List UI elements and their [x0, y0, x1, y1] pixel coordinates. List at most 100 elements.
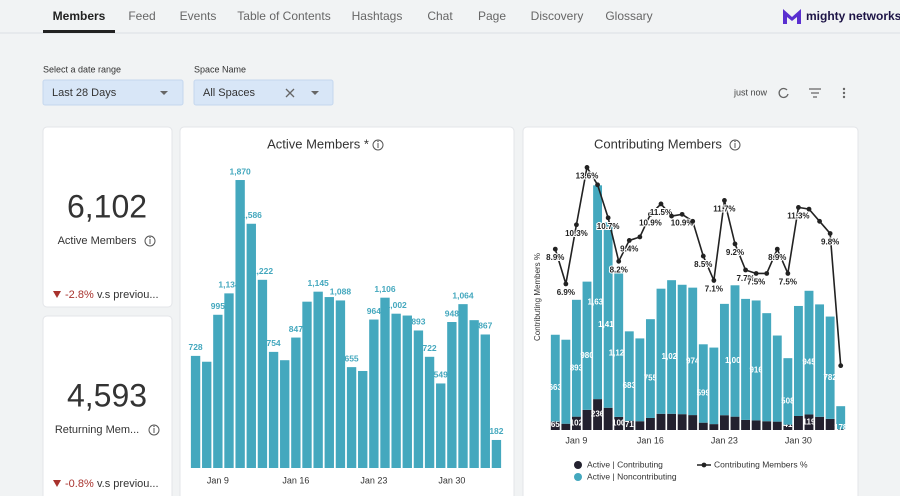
line-point — [605, 215, 611, 221]
kpi-comparison: v.s previou... — [97, 289, 159, 301]
data-label: 236 — [591, 410, 605, 419]
data-label: 8.9% — [768, 253, 786, 262]
x-tick-label: Jan 23 — [711, 435, 738, 445]
tab[interactable]: Chat — [427, 9, 453, 23]
bar-segment — [783, 424, 793, 430]
x-tick-label: Jan 9 — [565, 435, 587, 445]
bar-segment — [719, 415, 729, 430]
line-point — [563, 281, 569, 287]
dropdown[interactable] — [193, 79, 334, 106]
tab[interactable]: Hashtags — [352, 9, 403, 23]
more-icon[interactable] — [842, 87, 846, 99]
bar — [491, 439, 502, 468]
line-point — [817, 218, 822, 224]
data-label: 8.5% — [694, 260, 712, 269]
dropdown-value: All Spaces — [203, 87, 255, 99]
line-point — [774, 246, 780, 252]
data-label: 948 — [445, 308, 459, 318]
x-tick-label: Jan 16 — [282, 475, 309, 485]
data-label: 995 — [211, 301, 225, 311]
dropdown[interactable] — [42, 79, 184, 106]
data-label: 847 — [289, 324, 303, 334]
x-tick-label: Jan 23 — [360, 475, 387, 485]
clear-icon[interactable] — [285, 88, 295, 98]
dropdown-value: Last 28 Days — [52, 87, 117, 99]
bar-segment — [614, 270, 624, 417]
data-label: 8.2% — [610, 265, 628, 274]
bar-segment — [793, 305, 803, 416]
caret — [160, 91, 168, 95]
info-icon[interactable] — [729, 139, 741, 151]
bar-segment — [593, 185, 603, 400]
refresh-icon[interactable] — [778, 87, 789, 99]
kpi-label: Returning Mem... — [55, 424, 139, 436]
data-label: 754 — [266, 338, 280, 348]
data-label: 10.9% — [671, 218, 694, 227]
data-label: 8.9% — [546, 253, 564, 262]
legend-label: Active | Noncontributing — [587, 471, 677, 481]
bar-segment — [677, 414, 687, 430]
line-point — [827, 231, 833, 236]
data-label: 11.5% — [650, 208, 672, 217]
tab[interactable]: Table of Contents — [237, 9, 330, 23]
legend-label: Active | Contributing — [587, 459, 663, 469]
tab[interactable]: Glossary — [605, 9, 652, 23]
data-label: 7.5% — [779, 278, 797, 287]
data-label: 980 — [580, 351, 594, 360]
bar — [268, 351, 279, 468]
kpi-change: -2.8% — [65, 289, 94, 301]
line-point — [700, 253, 706, 259]
bar — [291, 337, 301, 468]
bar-segment — [624, 420, 634, 430]
refresh-time: just now — [733, 87, 768, 97]
bar — [424, 356, 435, 468]
bar-segment — [709, 424, 719, 430]
bar-segment — [550, 421, 560, 430]
bar-segment — [772, 421, 782, 430]
line-point — [616, 258, 622, 264]
legend-swatch — [574, 461, 582, 469]
kpi-value: 4,593 — [67, 377, 147, 413]
line-point — [764, 271, 770, 276]
tab[interactable]: Feed — [128, 9, 155, 23]
bar — [190, 355, 201, 468]
line-point — [595, 182, 600, 188]
line-point — [806, 206, 812, 212]
bar-segment — [772, 335, 782, 422]
kpi-label: Active Members — [58, 235, 137, 247]
info-icon[interactable] — [372, 139, 384, 151]
kpi-card — [42, 126, 173, 308]
filters: Select a date range Last 28 Days Space N… — [42, 64, 846, 106]
tab[interactable]: Events — [180, 9, 217, 23]
bar-segment — [603, 407, 613, 430]
chart-title: Contributing Members — [594, 136, 722, 151]
data-label: 9.2% — [726, 248, 744, 257]
data-label: 893 — [411, 317, 425, 327]
filter-icon[interactable] — [809, 88, 821, 98]
bar — [480, 334, 490, 468]
info-icon[interactable] — [144, 235, 156, 247]
data-label: 10.7% — [597, 222, 620, 231]
bar-segment — [561, 423, 571, 430]
data-label: 728 — [188, 342, 202, 352]
bar-segment — [804, 290, 814, 415]
line-point — [574, 222, 579, 228]
tab[interactable]: Members — [53, 9, 106, 23]
bar-segment — [836, 406, 846, 430]
bar-segment — [582, 409, 592, 430]
data-label: 182 — [489, 426, 503, 436]
data-label: 1,416 — [598, 320, 619, 329]
bar — [413, 330, 424, 468]
bar-segment — [793, 416, 803, 430]
data-label: 6.9% — [557, 288, 575, 297]
bar — [302, 301, 312, 468]
tab[interactable]: Discovery — [531, 9, 584, 23]
data-label: 9.8% — [821, 238, 839, 247]
bar-segment — [667, 413, 677, 430]
tab[interactable]: Page — [478, 9, 506, 23]
kpi-change: -0.8% — [65, 478, 94, 490]
legend-swatch — [701, 462, 707, 468]
info-icon[interactable] — [148, 424, 160, 436]
data-label: 1,134 — [218, 280, 240, 290]
bar-segment — [741, 298, 751, 420]
